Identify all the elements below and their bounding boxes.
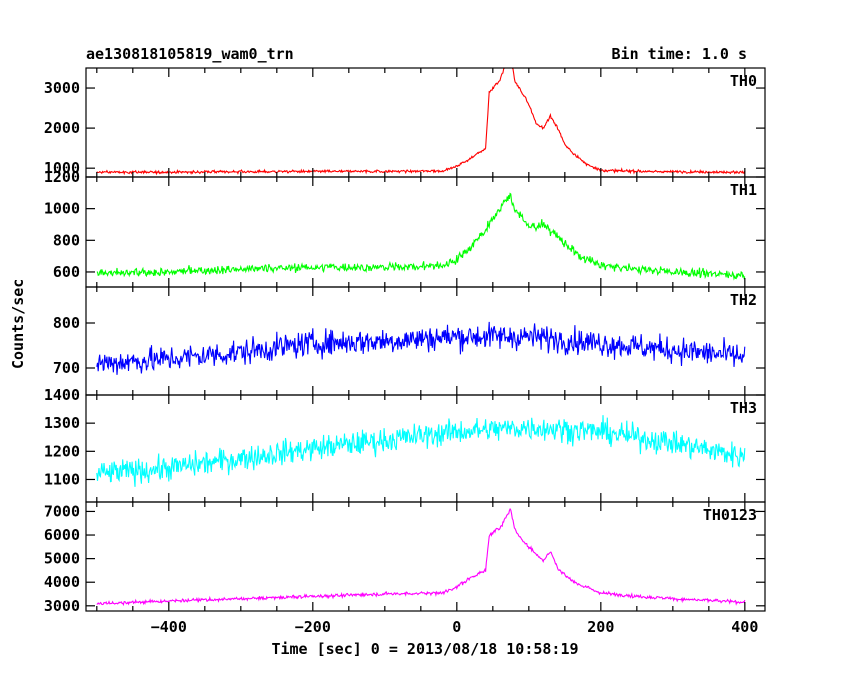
series-line-th2 — [96, 321, 746, 375]
y-tick-label: 1000 — [44, 200, 80, 218]
y-tick-label: 600 — [53, 263, 80, 281]
chart-title: ae130818105819_wam0_trn — [86, 45, 294, 63]
y-tick-label: 700 — [53, 359, 80, 377]
y-tick-label: 1200 — [44, 168, 80, 186]
panel-label-th2: TH2 — [730, 291, 757, 309]
y-tick-label: 1300 — [44, 414, 80, 432]
series-line-th0 — [96, 67, 746, 176]
x-axis-label: Time [sec] 0 = 2013/08/18 10:58:19 — [271, 640, 579, 658]
y-tick-label: 1000 — [44, 159, 80, 177]
series-line-th3 — [96, 415, 746, 487]
x-tick-label: 0 — [452, 618, 461, 636]
series-line-th0123 — [96, 507, 746, 607]
bin-time-label: Bin time: 1.0 s — [611, 45, 747, 63]
panel-frame-th0 — [85, 67, 766, 178]
panel-label-th3: TH3 — [730, 399, 757, 417]
y-tick-label: 5000 — [44, 550, 80, 568]
panel-frame-th0123 — [85, 501, 766, 612]
panel-frame-th2 — [85, 286, 766, 396]
panel-label-th0123: TH0123 — [703, 506, 757, 524]
y-tick-label: 1200 — [44, 442, 80, 460]
y-tick-label: 1400 — [44, 386, 80, 404]
panel-frame-th3 — [85, 394, 766, 503]
y-tick-label: 800 — [53, 231, 80, 249]
x-tick-label: −200 — [295, 618, 331, 636]
panel-label-th0: TH0 — [730, 72, 757, 90]
y-tick-label: 3000 — [44, 597, 80, 615]
y-tick-label: 6000 — [44, 526, 80, 544]
y-tick-label: 7000 — [44, 502, 80, 520]
y-tick-label: 2000 — [44, 119, 80, 137]
x-tick-label: −400 — [151, 618, 187, 636]
panel-label-th1: TH1 — [730, 181, 757, 199]
series-line-th1 — [96, 192, 746, 281]
x-tick-label: 400 — [731, 618, 758, 636]
y-tick-label: 3000 — [44, 79, 80, 97]
y-axis-label: Counts/sec — [9, 278, 27, 369]
y-tick-label: 800 — [53, 314, 80, 332]
y-tick-label: 4000 — [44, 573, 80, 591]
x-tick-label: 200 — [587, 618, 614, 636]
y-tick-label: 1100 — [44, 470, 80, 488]
